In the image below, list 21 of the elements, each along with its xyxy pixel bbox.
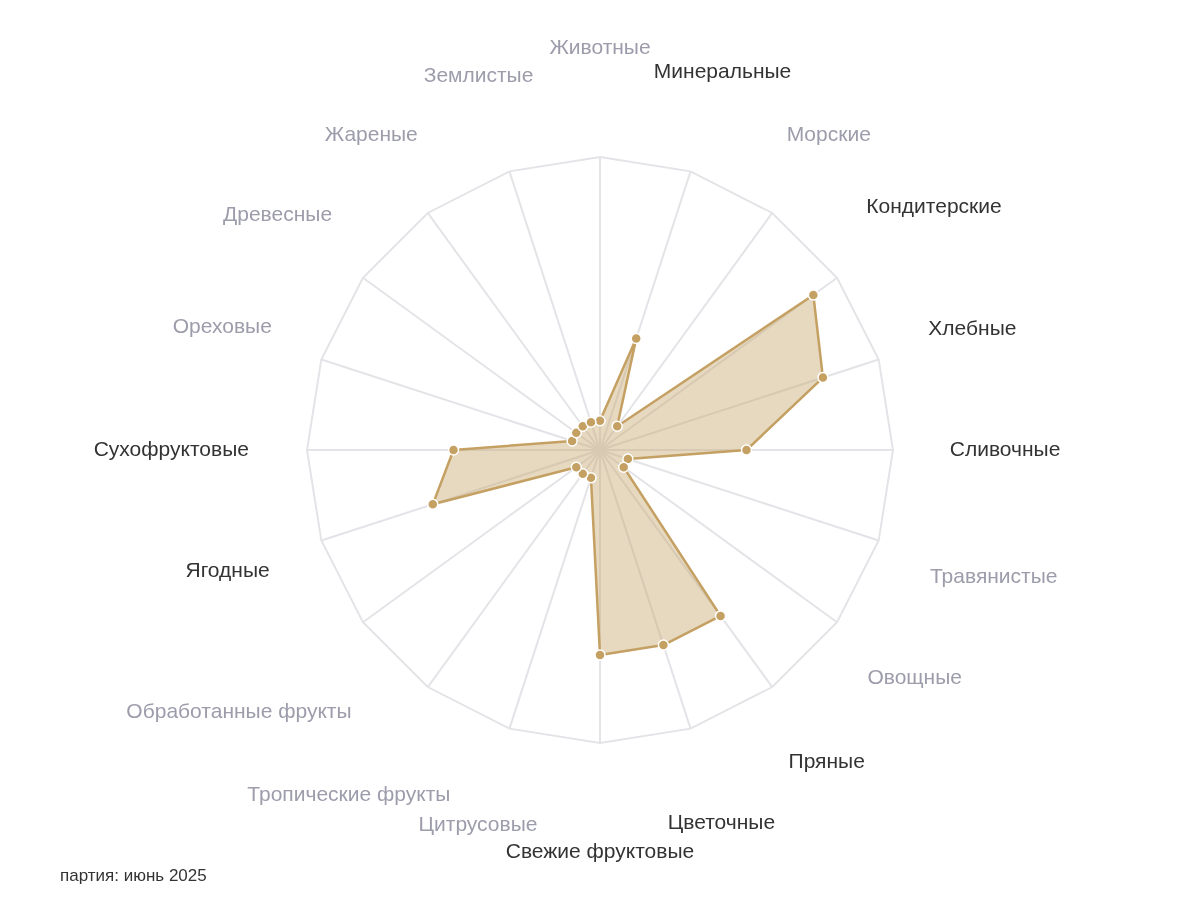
spoke-label: Жареные (324, 121, 418, 145)
spoke-label: Обработанные фрукты (126, 698, 352, 722)
spoke-label: Ягодные (185, 557, 270, 581)
spoke-label: Кондитерские (866, 193, 1002, 217)
spoke-label: Минеральные (653, 59, 792, 83)
spoke-label: Морские (786, 121, 871, 145)
spoke-label: Сливочные (949, 436, 1061, 460)
spoke-label: Древесные (223, 202, 333, 226)
spoke-label: Тропические фрукты (247, 782, 451, 806)
spoke-label: Пряные (788, 748, 865, 772)
spoke-label: Цитрусовые (418, 812, 538, 835)
spoke-label: Сухофруктовые (93, 436, 249, 460)
spoke-label: Ореховые (172, 313, 272, 337)
spoke-label: Свежие фруктовые (505, 838, 695, 862)
spoke-label: Хлебные (928, 315, 1017, 339)
text: партия: июнь 2025 (60, 866, 207, 886)
spoke-label: Травянистые (929, 564, 1058, 588)
spoke-label: Землистые (423, 62, 534, 86)
spoke-label: Животные (549, 34, 651, 58)
spoke-label: Цветочные (667, 810, 776, 834)
spoke-label: Овощные (867, 665, 962, 689)
